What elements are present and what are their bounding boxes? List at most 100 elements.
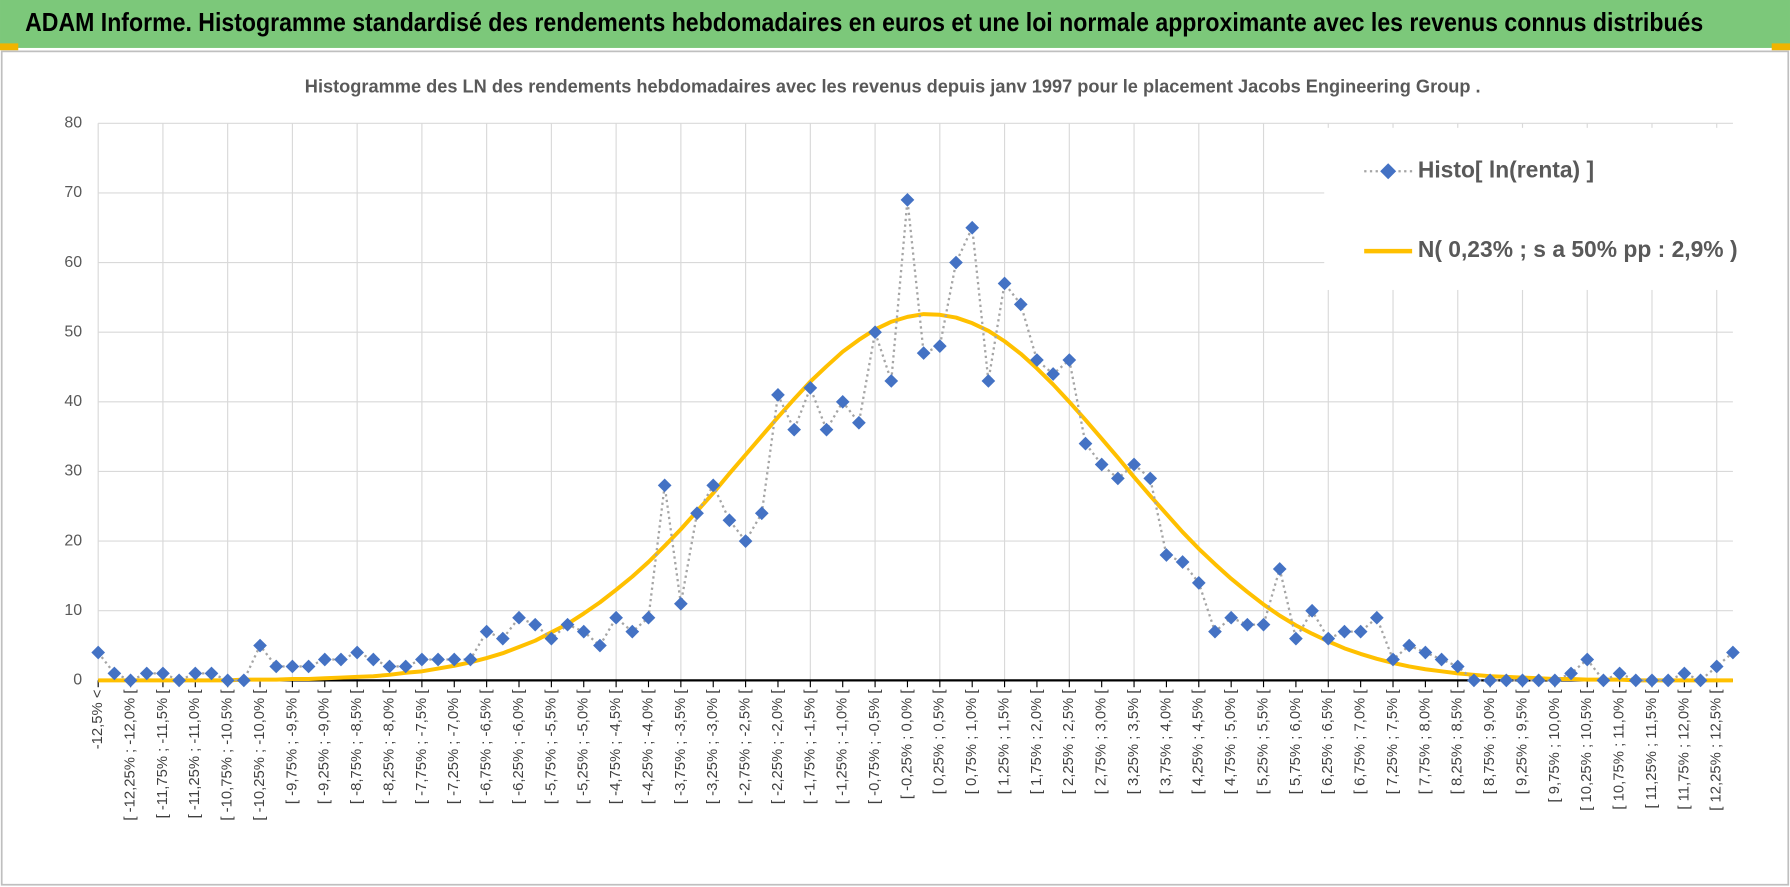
data-point — [1046, 367, 1060, 381]
data-point — [1434, 652, 1449, 667]
x-tick-label: [ 4,25% ; 4,5% [ — [1191, 690, 1207, 795]
data-point — [965, 220, 980, 235]
x-tick-label: [ -8,75% ; -8,5% [ — [349, 690, 365, 805]
data-point — [415, 652, 429, 667]
data-point — [657, 478, 672, 493]
data-point — [1208, 624, 1222, 639]
x-tick-label: [ -3,25% ; -3,0% [ — [705, 690, 721, 805]
data-point — [544, 631, 559, 646]
series-line — [98, 312, 1733, 683]
x-tick-label: [ -12,25% ; -12,0% [ — [122, 690, 138, 821]
x-tick-label: [ 0,75% ; 1,0% [ — [964, 690, 980, 795]
legend-marker — [1380, 163, 1397, 180]
corner-mark — [1771, 43, 1790, 51]
data-point — [285, 659, 300, 674]
data-point — [949, 255, 963, 270]
x-tick-label: [ 0,25% ; 0,5% [ — [932, 690, 948, 795]
data-point — [447, 652, 462, 667]
x-tick-label: [ -3,75% ; -3,5% [ — [673, 690, 689, 805]
data-point — [1030, 353, 1044, 367]
x-tick-label: [ -7,25% ; -7,0% [ — [446, 690, 462, 805]
x-tick-label: [ 5,75% ; 6,0% [ — [1288, 690, 1304, 795]
x-tick-label: [ -0,75% ; -0,5% [ — [867, 690, 883, 805]
data-point — [107, 666, 122, 681]
y-tick-label: 80 — [64, 115, 82, 132]
data-point — [576, 624, 591, 639]
data-point — [479, 624, 494, 639]
data-point — [738, 534, 753, 548]
x-tick-label: [ 6,25% ; 6,5% [ — [1320, 690, 1336, 795]
x-tick-label: [ -1,25% ; -1,0% [ — [835, 690, 851, 805]
data-point — [1580, 652, 1595, 667]
x-tick-label: [ -6,25% ; -6,0% [ — [511, 690, 527, 805]
data-point — [156, 666, 170, 681]
x-tick-label: [ -7,75% ; -7,5% [ — [414, 690, 430, 805]
x-tick-label: [ -1,75% ; -1,5% [ — [802, 690, 818, 805]
data-point — [317, 652, 332, 667]
x-tick-label: [ 11,75% ; 12,0% [ — [1676, 690, 1692, 810]
data-point — [1386, 652, 1400, 667]
legend-label: N( 0,23% ; s a 50% pp : 2,9% ) — [1418, 236, 1738, 262]
data-point — [463, 652, 478, 667]
x-tick-label: [ -2,25% ; -2,0% [ — [770, 690, 786, 805]
x-tick-label: [ 10,25% ; 10,5% [ — [1579, 690, 1595, 811]
y-tick-label: 60 — [64, 254, 82, 271]
data-point — [884, 374, 899, 388]
data-point — [803, 381, 818, 395]
data-point — [188, 666, 203, 681]
chart-title: Histogramme des LN des rendements hebdom… — [305, 76, 1481, 97]
x-tick-label: [ -10,75% ; -10,5% [ — [220, 690, 236, 821]
x-tick-label: [ 6,75% ; 7,0% [ — [1353, 690, 1369, 795]
x-tick-label: [ -9,25% ; -9,0% [ — [317, 690, 333, 805]
data-point — [1127, 457, 1141, 472]
x-tick-label: [ 7,75% ; 8,0% [ — [1417, 690, 1433, 795]
x-tick-label: [ -0,25% ; 0,0% [ — [899, 690, 915, 800]
data-point — [1013, 297, 1028, 312]
data-point — [981, 374, 996, 388]
data-point — [932, 339, 947, 353]
data-point — [1450, 659, 1465, 674]
x-tick-label: [ -2,75% ; -2,5% [ — [738, 690, 754, 805]
header-bar — [0, 0, 1790, 48]
data-point — [269, 659, 284, 674]
data-point — [350, 645, 365, 660]
y-tick-label: 50 — [64, 323, 82, 340]
data-point — [91, 645, 106, 660]
data-point — [301, 659, 316, 674]
x-tick-label: [ -9,75% ; -9,5% [ — [284, 690, 300, 805]
data-point — [787, 422, 802, 437]
data-point — [431, 652, 445, 667]
data-point — [139, 666, 154, 681]
legend-label: Histo[ ln(renta) ] — [1418, 156, 1594, 182]
x-tick-label: [ 9,75% ; 10,0% [ — [1547, 690, 1563, 803]
x-tick-label: [ -10,25% ; -10,0% [ — [252, 690, 268, 821]
y-tick-label: 70 — [64, 184, 82, 201]
data-point — [334, 652, 348, 667]
x-tick-label: [ -5,75% ; -5,5% [ — [543, 690, 559, 805]
data-point — [1078, 436, 1093, 451]
data-point — [1709, 659, 1724, 674]
x-tick-label: [ 11,25% ; 11,5% [ — [1644, 690, 1660, 809]
x-tick-label: [ 7,25% ; 7,5% [ — [1385, 690, 1401, 795]
header-title: ADAM Informe. Histogramme standardisé de… — [25, 7, 1703, 37]
x-tick-label: [ 4,75% ; 5,0% [ — [1223, 690, 1239, 795]
y-tick-label: 40 — [64, 393, 82, 410]
x-tick-label: [ 2,25% ; 2,5% [ — [1061, 690, 1077, 795]
data-point — [1612, 666, 1627, 681]
x-tick-label: [ 3,75% ; 4,0% [ — [1158, 690, 1174, 795]
x-tick-label: [ -5,25% ; -5,0% [ — [576, 690, 592, 805]
legend-box — [1324, 127, 1736, 290]
x-tick-label: -12,5% < — [90, 690, 106, 750]
x-tick-label: [ 2,75% ; 3,0% [ — [1094, 690, 1110, 795]
data-point — [1062, 353, 1077, 367]
x-tick-label: [ 12,25% ; 12,5% [ — [1709, 690, 1725, 811]
x-tick-label: [ 8,75% ; 9,0% [ — [1482, 690, 1498, 795]
data-point — [366, 652, 381, 667]
data-point — [1418, 645, 1433, 660]
x-tick-label: [ -4,75% ; -4,5% [ — [608, 690, 624, 805]
data-point — [625, 624, 640, 639]
chart-border — [0, 50, 1790, 886]
x-tick-label: [ 10,75% ; 11,0% [ — [1612, 690, 1628, 810]
x-tick-label: [ 8,25% ; 8,5% [ — [1450, 690, 1466, 795]
